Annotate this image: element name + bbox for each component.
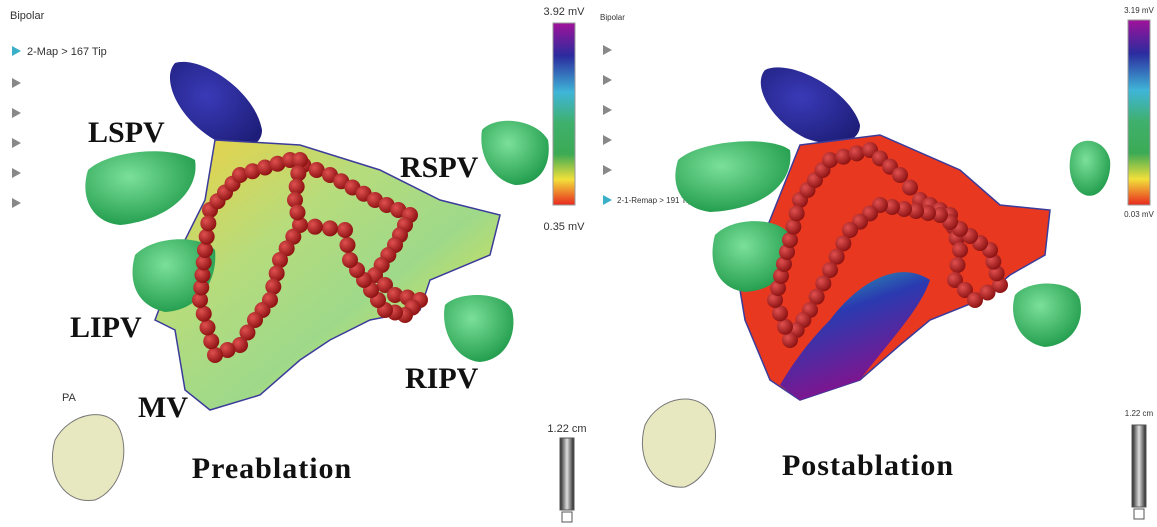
map-arrow[interactable]	[603, 195, 612, 205]
heart-icon	[52, 415, 123, 501]
lesion-dot	[203, 333, 219, 349]
caption: Preablation	[192, 452, 352, 485]
map-arrows	[12, 78, 21, 208]
color-scale	[553, 23, 575, 205]
lesion-dot	[892, 167, 908, 183]
scale-min: 0.35 mV	[544, 221, 586, 233]
ruler-handle[interactable]	[562, 512, 572, 522]
color-scale	[1128, 20, 1150, 205]
lesion-dot	[902, 180, 918, 196]
lesion-dot	[822, 152, 838, 168]
scale-max: 3.19 mV	[1124, 6, 1154, 15]
ruler-label: 1.22 cm	[1125, 409, 1154, 418]
lesion-dot	[782, 232, 798, 248]
lesion-dot	[835, 149, 851, 165]
lesion-dot	[322, 220, 338, 236]
scale-max: 3.92 mV	[544, 6, 586, 18]
rspv-vein	[1070, 141, 1111, 196]
lesion-dot	[952, 242, 968, 258]
heart-icon	[642, 399, 715, 487]
ruler-label: 1.22 cm	[547, 423, 586, 435]
ruler	[1132, 425, 1146, 507]
rspv-vein	[481, 121, 548, 185]
lesion-dot	[196, 306, 212, 322]
lesion-dot	[950, 257, 966, 273]
lspv-vein	[675, 141, 790, 212]
vein-label: RIPV	[405, 362, 479, 395]
vein-label: RSPV	[400, 151, 479, 184]
map-name[interactable]: 2-1-Remap > 191 Tip	[617, 196, 693, 205]
mode-label: Bipolar	[10, 10, 45, 22]
figure: Bipolar 2-Map > 167 Tip LSPV RSPV LIPV R…	[0, 0, 1157, 527]
lesion-dot	[789, 205, 805, 221]
lesion-dot	[337, 222, 353, 238]
lesion-dot	[200, 215, 216, 231]
vein-label: LSPV	[88, 116, 165, 149]
scale-min: 0.03 mV	[1124, 210, 1154, 219]
lesion-dot	[849, 145, 865, 161]
lspv-low-voltage	[170, 62, 262, 148]
lspv-vein	[85, 151, 195, 225]
left-panel: Bipolar 2-Map > 167 Tip LSPV RSPV LIPV R…	[10, 6, 587, 522]
lesion-dot	[342, 252, 358, 268]
lesion-dot	[340, 237, 356, 253]
ripv-vein	[444, 295, 513, 362]
mode-label: Bipolar	[600, 13, 625, 22]
lesion-dot	[207, 347, 223, 363]
caption: Postablation	[782, 449, 954, 482]
ruler	[560, 438, 574, 510]
right-panel: Bipolar 2-1-Remap > 191 Tip 3.19 mV 0.03…	[600, 6, 1155, 519]
ripv-vein	[1013, 284, 1081, 347]
lesion-dot	[272, 252, 288, 268]
ruler-handle[interactable]	[1134, 509, 1144, 519]
lesion-dot	[269, 265, 285, 281]
lesion-dot	[307, 219, 323, 235]
lesion-dot	[265, 279, 281, 295]
map-arrows	[603, 45, 612, 175]
vein-label: LIPV	[70, 311, 142, 344]
lesion-dot	[785, 219, 801, 235]
map-name[interactable]: 2-Map > 167 Tip	[27, 46, 107, 58]
lspv-low-voltage	[761, 67, 860, 143]
orientation-label: PA	[62, 392, 77, 404]
vein-label: MV	[138, 391, 188, 424]
map-arrow[interactable]	[12, 46, 21, 56]
lesion-dot	[200, 320, 216, 336]
lesion-dot	[290, 205, 306, 221]
